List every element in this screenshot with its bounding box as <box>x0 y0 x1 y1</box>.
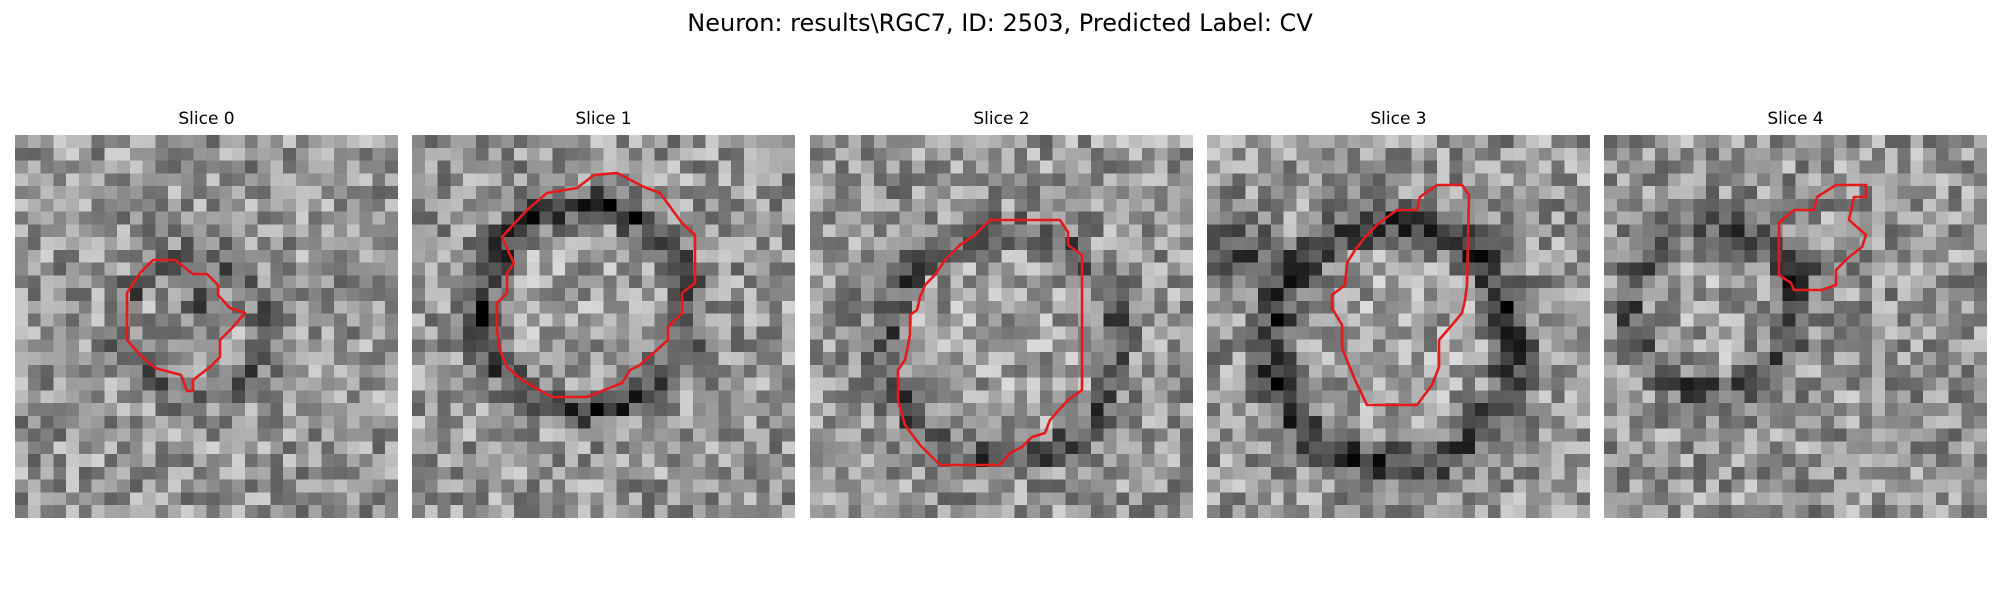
slice-image-1 <box>412 135 795 518</box>
roi-contour-3 <box>1330 183 1471 407</box>
roi-overlay-1 <box>495 171 697 399</box>
roi-contour-1 <box>495 171 697 399</box>
microscopy-image-4 <box>1604 135 1987 518</box>
roi-overlay-4 <box>1777 183 1868 292</box>
slice-title-1: Slice 1 <box>575 109 632 129</box>
microscopy-image-0 <box>15 135 398 518</box>
roi-contour-2 <box>896 218 1084 467</box>
slice-image-4 <box>1604 135 1987 518</box>
roi-overlay-2 <box>896 218 1084 467</box>
roi-overlay-0 <box>125 258 247 393</box>
slice-panel-1: Slice 1 <box>412 108 795 518</box>
slice-panel-0: Slice 0 <box>15 108 398 518</box>
slice-image-3 <box>1207 135 1590 518</box>
slice-title-3: Slice 3 <box>1370 109 1427 129</box>
microscopy-image-2 <box>810 135 1193 518</box>
roi-contour-0 <box>125 258 247 393</box>
figure-title: Neuron: results\RGC7, ID: 2503, Predicte… <box>687 9 1313 37</box>
slice-panel-2: Slice 2 <box>810 108 1193 518</box>
roi-overlay-3 <box>1330 183 1471 407</box>
microscopy-image-1 <box>412 135 795 518</box>
slice-title-0: Slice 0 <box>178 109 235 129</box>
slice-image-0 <box>15 135 398 518</box>
slice-title-4: Slice 4 <box>1767 109 1824 129</box>
slice-panel-3: Slice 3 <box>1207 108 1590 518</box>
microscopy-image-3 <box>1207 135 1590 518</box>
slice-image-2 <box>810 135 1193 518</box>
slice-title-2: Slice 2 <box>973 109 1030 129</box>
roi-contour-4 <box>1777 183 1868 292</box>
slice-panel-4: Slice 4 <box>1604 108 1987 518</box>
